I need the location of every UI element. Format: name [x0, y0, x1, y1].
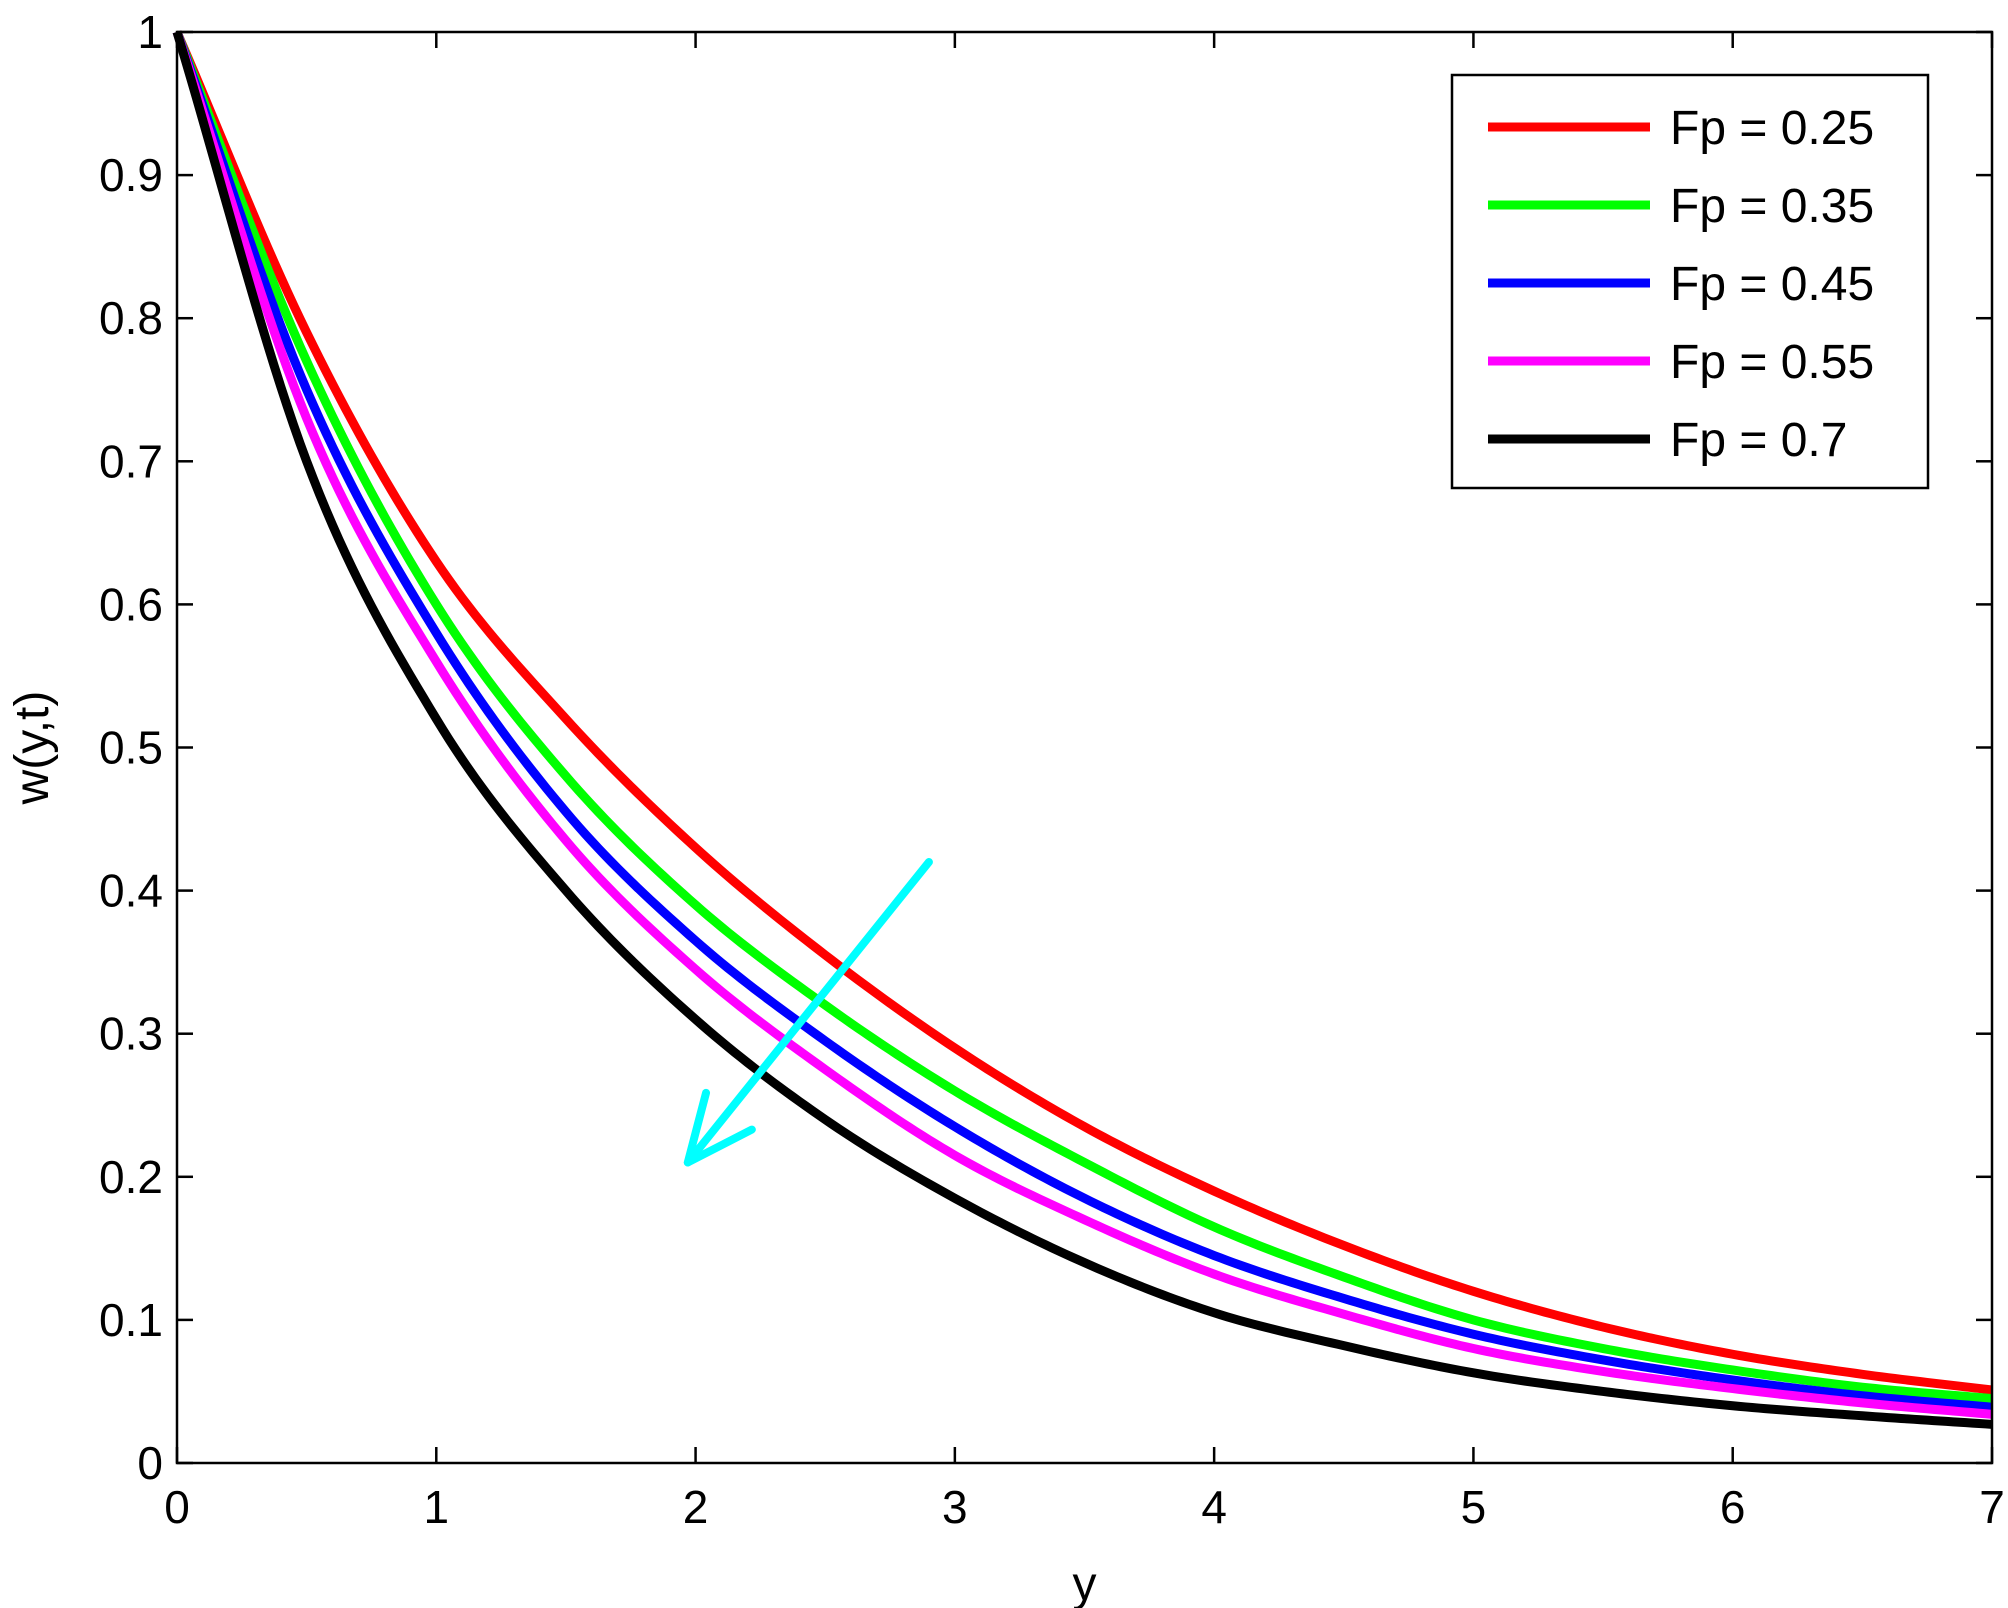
legend-label: Fp = 0.35 [1670, 180, 1874, 233]
x-tick-label: 3 [942, 1481, 968, 1533]
annotation-arrow-head [683, 1088, 756, 1167]
y-tick-label: 0.4 [99, 865, 163, 917]
x-tick-label: 0 [164, 1481, 190, 1533]
legend-label: Fp = 0.7 [1670, 414, 1847, 467]
y-tick-label: 0.6 [99, 578, 163, 630]
y-axis-label: w(y,t) [6, 691, 59, 806]
annotation-arrow-shaft [683, 857, 933, 1167]
x-tick-label: 5 [1461, 1481, 1487, 1533]
y-tick-label: 0 [137, 1437, 163, 1489]
legend: Fp = 0.25 Fp = 0.35 Fp = 0.45 Fp = 0.55 Fp =… [1450, 73, 1930, 490]
y-tick-label: 0.7 [99, 435, 163, 487]
y-tick-label: 0.8 [99, 292, 163, 344]
series-line-4 [172, 30, 1993, 1419]
series-line-2 [172, 30, 1993, 1404]
y-tick-label: 0.2 [99, 1151, 163, 1203]
y-tick-label: 0.5 [99, 722, 163, 774]
curves-group [172, 30, 1993, 1429]
y-tick-label: 0.3 [99, 1008, 163, 1060]
y-tick-label: 1 [137, 6, 163, 58]
x-tick-label: 7 [1979, 1481, 2005, 1533]
y-tick-label: 0.9 [99, 149, 163, 201]
series-line-3 [172, 30, 1993, 1412]
series-line-5 [172, 30, 1993, 1429]
x-tick-label: 2 [683, 1481, 709, 1533]
series-line-1 [172, 30, 1993, 1395]
legend-label: Fp = 0.55 [1670, 336, 1874, 389]
legend-label: Fp = 0.45 [1670, 258, 1874, 311]
x-tick-label: 6 [1720, 1481, 1746, 1533]
y-tick-label: 0.1 [99, 1294, 163, 1346]
x-axis-label: y [1073, 1558, 1097, 1608]
x-tick-label: 1 [423, 1481, 449, 1533]
annotation-arrow-group [683, 857, 933, 1167]
axis-ticks-group [175, 30, 1994, 1465]
legend-label: Fp = 0.25 [1670, 102, 1874, 155]
tick-labels-group: 0 1 2 3 4 5 6 7 0 0.1 0.2 0.3 0.4 0.5 0.6 0.7 0.8 0.9 1 [99, 6, 2005, 1533]
x-tick-label: 4 [1201, 1481, 1227, 1533]
